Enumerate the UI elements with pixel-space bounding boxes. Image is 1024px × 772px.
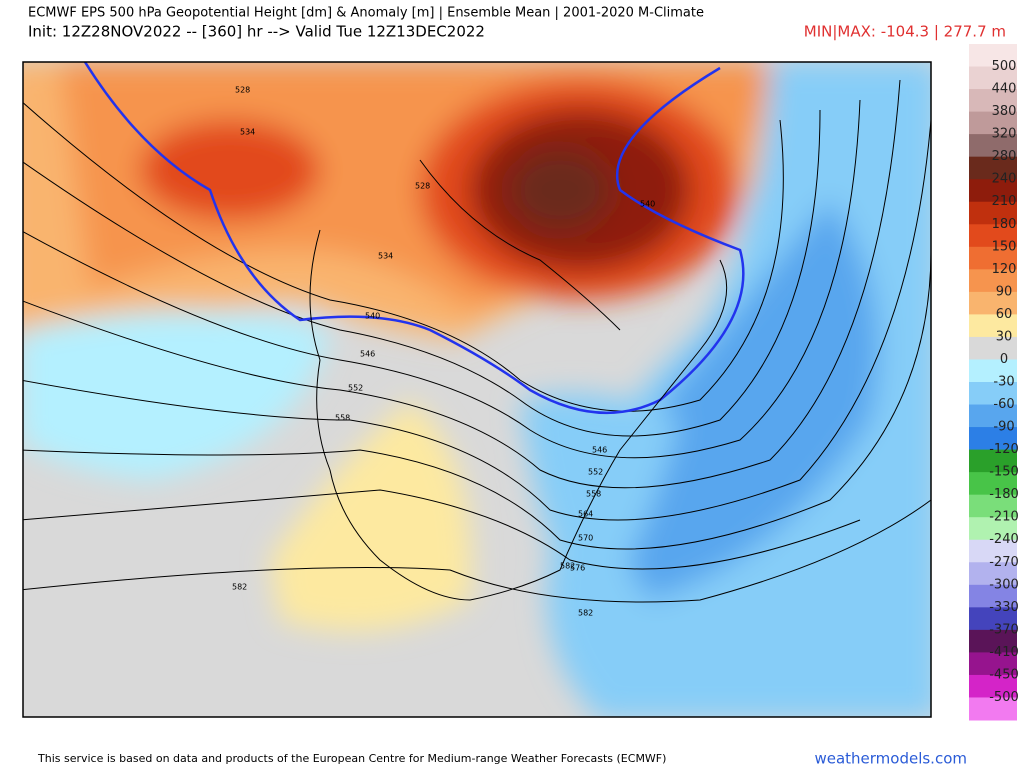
colorbar-label: 0 xyxy=(1000,352,1008,367)
colorbar-swatch xyxy=(969,44,1017,68)
colorbar-swatch xyxy=(969,291,1017,315)
contour-label: 582 xyxy=(578,609,593,618)
footer-notice: This service is based on data and produc… xyxy=(37,752,666,765)
colorbar-label: 120 xyxy=(992,262,1017,277)
colorbar-swatch xyxy=(969,359,1017,383)
colorbar-label: 60 xyxy=(996,307,1013,322)
colorbar-swatch xyxy=(969,607,1017,631)
colorbar-label: -240 xyxy=(989,532,1019,547)
contour-label: 534 xyxy=(378,252,393,261)
colorbar-label: -30 xyxy=(993,375,1014,390)
contour-label: 546 xyxy=(360,350,375,359)
colorbar-label: -60 xyxy=(993,397,1014,412)
contour-label: 570 xyxy=(578,534,593,543)
colorbar-label: 180 xyxy=(992,217,1017,232)
colorbar-swatch xyxy=(969,652,1017,676)
header-line2: Init: 12Z28NOV2022 -- [360] hr --> Valid… xyxy=(28,23,485,41)
colorbar-label: 90 xyxy=(996,284,1013,299)
colorbar-swatch xyxy=(969,697,1017,721)
colorbar-label: -210 xyxy=(989,510,1019,525)
contour-label: 558 xyxy=(335,414,350,423)
colorbar-swatch xyxy=(969,201,1017,225)
colorbar-swatch xyxy=(969,89,1017,113)
colorbar-label: -120 xyxy=(989,442,1019,457)
contour-label: 576 xyxy=(570,564,585,573)
colorbar-swatch xyxy=(969,584,1017,608)
colorbar-swatch xyxy=(969,269,1017,293)
colorbar-swatch xyxy=(969,404,1017,428)
colorbar-swatch xyxy=(969,382,1017,406)
colorbar-label: 150 xyxy=(992,239,1017,254)
colorbar-label: -150 xyxy=(989,465,1019,480)
colorbar-swatch xyxy=(969,111,1017,135)
contour-label: 558 xyxy=(586,490,601,499)
min-max: MIN|MAX: -104.3 | 277.7 m xyxy=(804,23,1006,41)
colorbar-label: 500 xyxy=(992,59,1017,74)
contour-label: 582 xyxy=(560,562,575,571)
colorbar-label: -410 xyxy=(989,645,1019,660)
colorbar-label: -450 xyxy=(989,667,1019,682)
colorbar-swatch xyxy=(969,246,1017,270)
colorbar-label: -330 xyxy=(989,600,1019,615)
colorbar-swatch xyxy=(969,494,1017,518)
colorbar-label: 210 xyxy=(992,194,1017,209)
colorbar-label: -90 xyxy=(993,420,1014,435)
colorbar-swatch xyxy=(969,472,1017,496)
colorbar-label: -370 xyxy=(989,622,1019,637)
contour-label: 540 xyxy=(640,200,655,209)
colorbar-swatch xyxy=(969,156,1017,180)
colorbar-label: 240 xyxy=(992,172,1017,187)
colorbar-swatch xyxy=(969,224,1017,248)
colorbar-label: -500 xyxy=(989,690,1019,705)
contour-label: 582 xyxy=(232,583,247,592)
contour-label: 528 xyxy=(235,86,250,95)
colorbar-swatch xyxy=(969,562,1017,586)
map: 528 534 528 534 540 546 552 558 540 546 … xyxy=(22,61,932,718)
colorbar: 500 440 380 320 280 240 210 180 150 120 90 60 30 0 -30… xyxy=(969,44,1019,721)
colorbar-swatch xyxy=(969,336,1017,360)
colorbar-label: -180 xyxy=(989,487,1019,502)
colorbar-swatch xyxy=(969,539,1017,563)
colorbar-swatch xyxy=(969,517,1017,541)
contour-label: 552 xyxy=(588,468,603,477)
colorbar-swatch xyxy=(969,674,1017,698)
contour-label: 540 xyxy=(365,312,380,321)
colorbar-swatch xyxy=(969,314,1017,338)
contour-label: 534 xyxy=(240,128,255,137)
header-line1: ECMWF EPS 500 hPa Geopotential Height [d… xyxy=(28,6,704,21)
contour-label: 528 xyxy=(415,182,430,191)
contour-label: 564 xyxy=(578,510,593,519)
colorbar-swatch xyxy=(969,449,1017,473)
colorbar-swatch xyxy=(969,134,1017,158)
colorbar-swatch xyxy=(969,179,1017,203)
colorbar-label: 280 xyxy=(992,149,1017,164)
colorbar-label: -270 xyxy=(989,555,1019,570)
site-link[interactable]: weathermodels.com xyxy=(814,750,967,768)
colorbar-swatch xyxy=(969,629,1017,653)
colorbar-label: 30 xyxy=(996,329,1013,344)
contour-label: 552 xyxy=(348,384,363,393)
colorbar-label: 440 xyxy=(992,82,1017,97)
colorbar-swatch xyxy=(969,427,1017,451)
colorbar-label: -300 xyxy=(989,577,1019,592)
colorbar-swatch xyxy=(969,66,1017,90)
colorbar-label: 380 xyxy=(992,104,1017,119)
colorbar-label: 320 xyxy=(992,127,1017,142)
contour-label: 546 xyxy=(592,446,607,455)
